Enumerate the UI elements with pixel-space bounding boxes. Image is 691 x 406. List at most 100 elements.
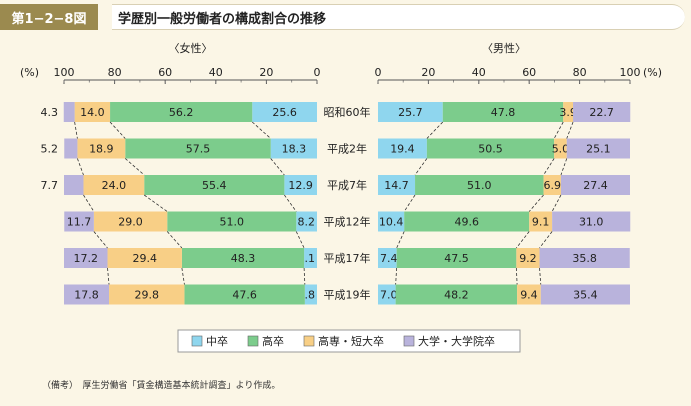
female-data-label: 5.2 — [41, 143, 59, 156]
male-connector-line — [539, 231, 553, 249]
male-bar-segment — [404, 211, 530, 232]
male-data-label: 48.2 — [444, 289, 469, 302]
female-data-label: 17.2 — [74, 252, 99, 265]
male-data-label: 9.1 — [532, 216, 550, 229]
figure-label: 第1−2−8図 — [0, 4, 98, 30]
female-bar-segment — [83, 175, 145, 195]
female-bar-segment — [110, 102, 253, 122]
female-data-label: 11.7 — [67, 216, 92, 229]
male-bar-segment — [415, 175, 544, 195]
female-data-label: 47.6 — [232, 289, 257, 302]
male-data-label: 9.4 — [520, 289, 538, 302]
category-label: 平成19年 — [324, 288, 371, 302]
female-bar-segment — [93, 211, 168, 232]
female-connector-line — [166, 231, 183, 249]
legend-label: 高専・短大卒 — [318, 334, 384, 348]
male-connector-line — [553, 121, 564, 139]
female-bar-segment — [270, 138, 317, 159]
female-bar-segment — [284, 175, 317, 195]
female-tick-label: 40 — [209, 66, 223, 79]
male-data-label: 22.7 — [589, 106, 614, 119]
unit-label-right: (%) — [643, 66, 662, 79]
male-bar-segment — [552, 211, 631, 232]
female-data-label: 24.0 — [102, 179, 127, 192]
male-bar-segment — [378, 211, 405, 232]
female-bar-segment — [304, 248, 317, 268]
female-data-label: 57.5 — [186, 143, 211, 156]
female-connector-line — [74, 121, 78, 139]
male-bar-segment — [539, 248, 630, 268]
male-connector-line — [426, 121, 444, 139]
male-data-label: 35.4 — [573, 289, 598, 302]
male-tick-label: 0 — [375, 66, 382, 79]
female-connector-line — [143, 194, 168, 212]
female-panel-label: 〈女性〉 — [169, 41, 213, 55]
female-connector-line — [83, 194, 95, 212]
female-connector-line — [270, 158, 285, 176]
female-bar-segment — [64, 175, 84, 195]
male-connector-line — [516, 231, 530, 249]
male-data-label: 47.8 — [491, 106, 516, 119]
male-tick-label: 20 — [421, 66, 435, 79]
male-bar-segment — [563, 102, 574, 122]
female-tick-label: 0 — [314, 66, 321, 79]
male-bar-segment — [543, 175, 561, 195]
female-bar-segment — [74, 102, 111, 122]
male-data-label: 49.6 — [454, 216, 479, 229]
female-bar-segment — [63, 102, 75, 122]
category-label: 平成17年 — [324, 251, 371, 265]
category-label: 平成7年 — [327, 178, 367, 192]
male-bar-segment — [540, 284, 630, 305]
male-data-label: 25.1 — [586, 143, 611, 156]
female-data-label: 18.3 — [282, 143, 307, 156]
male-bar-segment — [426, 138, 555, 159]
male-tick-label: 40 — [472, 66, 486, 79]
male-bar-segment — [378, 175, 416, 195]
legend-swatch — [303, 335, 315, 347]
female-data-label: 29.4 — [132, 252, 157, 265]
male-tick-label: 60 — [522, 66, 536, 79]
female-data-label: 17.8 — [74, 289, 99, 302]
female-tick-label: 60 — [158, 66, 172, 79]
female-connector-line — [77, 158, 84, 176]
male-connector-line — [403, 194, 416, 212]
male-bar-segment — [395, 284, 518, 305]
female-data-label: 29.0 — [118, 216, 143, 229]
male-tick-label: 100 — [620, 66, 641, 79]
legend-label: 大学・大学院卒 — [418, 334, 495, 348]
male-data-label: 19.4 — [390, 143, 415, 156]
female-tick-label: 20 — [259, 66, 273, 79]
female-connector-line — [93, 231, 108, 249]
male-connector-line — [539, 267, 542, 285]
category-label: 平成12年 — [324, 215, 371, 229]
male-data-label: 5.0 — [552, 143, 570, 156]
legend-label: 高卒 — [262, 334, 284, 348]
male-bar-segment — [378, 284, 396, 305]
female-data-label: 14.0 — [80, 106, 105, 119]
female-data-label: 8.2 — [298, 216, 316, 229]
male-data-label: 35.8 — [572, 252, 597, 265]
female-data-label: 29.8 — [134, 289, 159, 302]
male-tick-label: 80 — [573, 66, 587, 79]
male-data-label: 7.0 — [380, 289, 398, 302]
male-data-label: 47.5 — [444, 252, 469, 265]
female-connector-line — [124, 158, 145, 176]
female-bar-segment — [64, 284, 110, 305]
male-data-label: 9.2 — [519, 252, 537, 265]
chart-area: 〈女性〉 〈男性〉 (%) (%) 100 80 60 40 20 0 0 20 40 60 80 100 昭和… — [0, 36, 691, 366]
source-note: （備考） 厚生労働省「賃金構造基本統計調査」より作成。 — [42, 381, 281, 391]
female-bar-segment — [107, 248, 182, 268]
male-connector-line — [566, 121, 574, 139]
male-data-label: 50.5 — [478, 143, 503, 156]
female-bar-segment — [77, 138, 126, 159]
male-bar-segment — [378, 248, 397, 268]
female-data-label: 12.9 — [288, 179, 313, 192]
male-data-label: 6.9 — [544, 179, 562, 192]
female-connector-line — [284, 194, 297, 212]
female-bar-segment — [109, 284, 185, 305]
female-connector-line — [181, 267, 185, 285]
female-data-label: 18.9 — [89, 143, 114, 156]
figure-header: 第1−2−8図 学歴別一般労働者の構成割合の推移 — [0, 0, 691, 34]
female-bar-segment — [184, 284, 305, 305]
male-connector-line — [551, 194, 562, 212]
